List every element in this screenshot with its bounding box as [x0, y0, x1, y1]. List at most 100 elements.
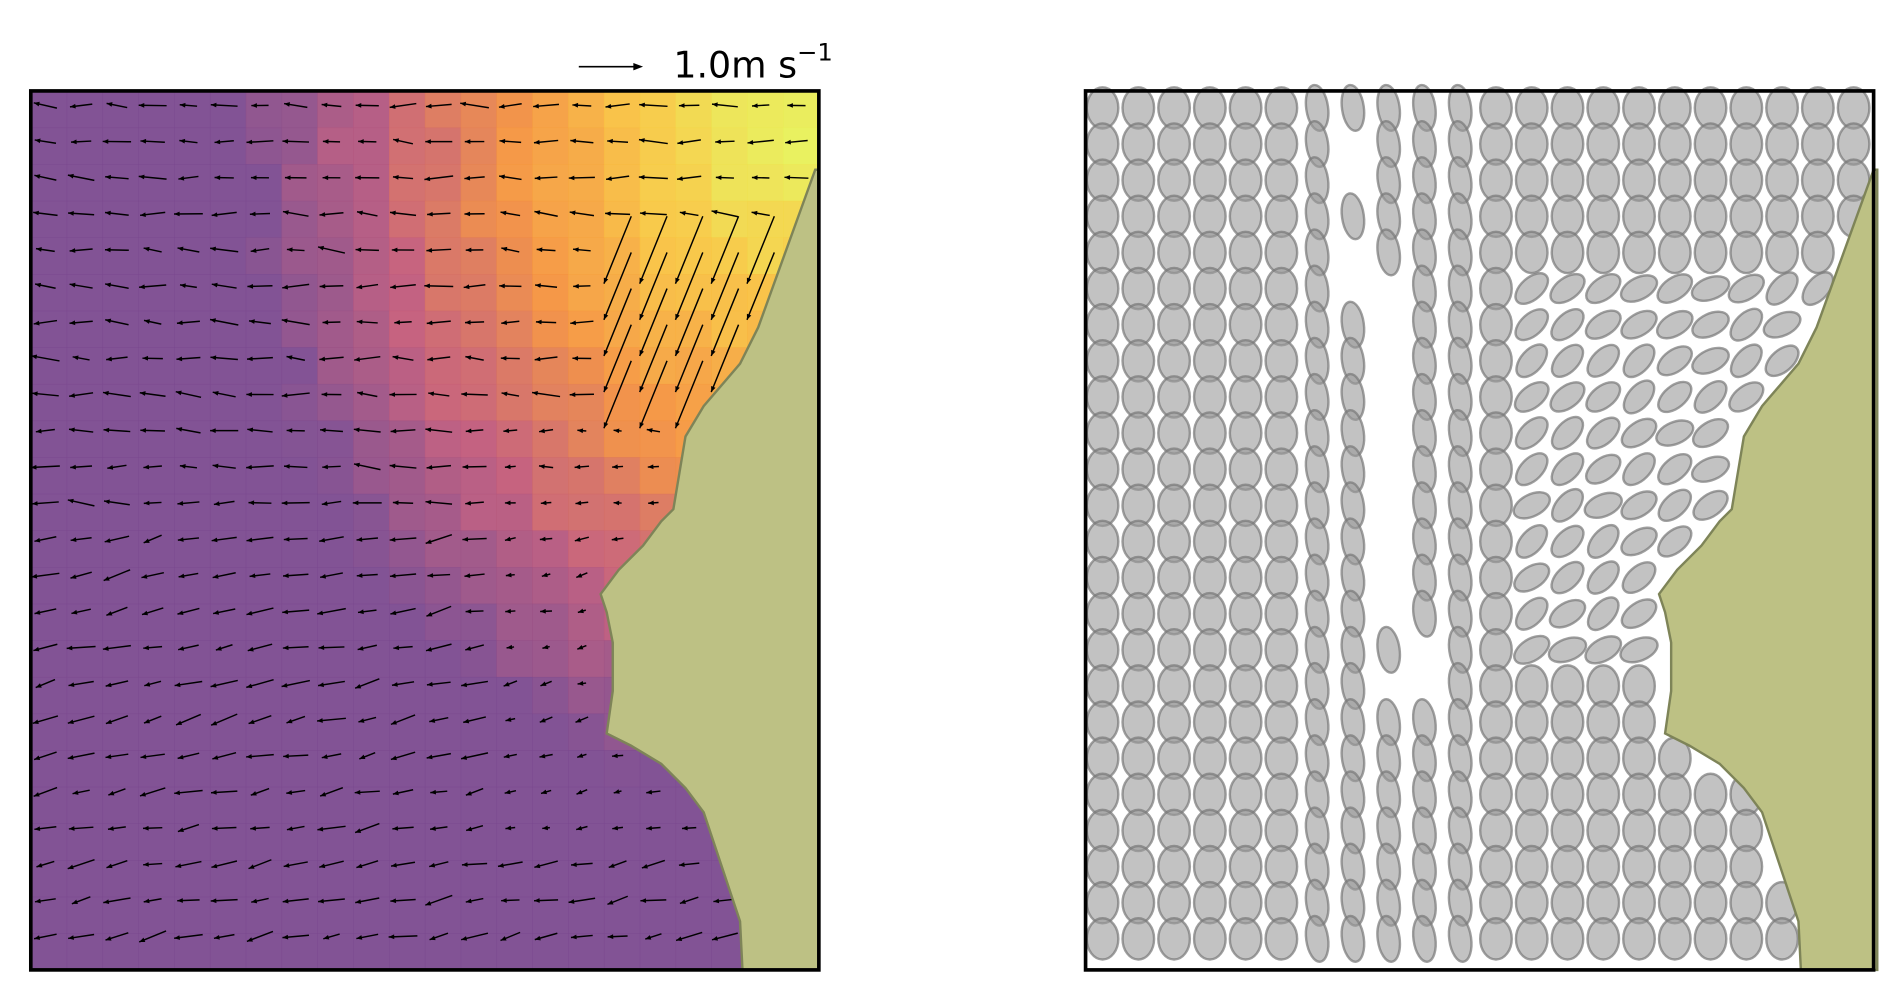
- vector-head: [31, 354, 38, 360]
- vector-head: [711, 386, 716, 393]
- vector-head: [536, 247, 543, 253]
- vector-head: [607, 138, 613, 144]
- vector-head: [505, 608, 511, 614]
- vector-head: [677, 176, 683, 181]
- strain-ellipse: [1762, 310, 1802, 339]
- strain-ellipse: [1549, 272, 1586, 305]
- heat-cell: [532, 750, 569, 788]
- vector-head: [174, 935, 180, 940]
- vector-head: [391, 682, 398, 687]
- heat-cell: [424, 237, 462, 275]
- vector-head: [35, 282, 42, 288]
- vector-head: [175, 390, 182, 396]
- heat-cell: [460, 237, 498, 275]
- strain-ellipse: [1264, 917, 1299, 961]
- heat-cell: [675, 90, 712, 129]
- heat-cell: [568, 237, 605, 275]
- heat-cell: [281, 603, 318, 641]
- vector-head: [283, 573, 289, 578]
- strain-ellipse: [1085, 917, 1120, 961]
- vector-head: [249, 211, 256, 217]
- heat-cell: [281, 493, 318, 532]
- vector-head: [613, 500, 620, 506]
- vector-head: [35, 247, 42, 252]
- vector-head: [246, 464, 252, 470]
- vector-head: [533, 103, 539, 109]
- strain-ellipse: [1514, 230, 1549, 275]
- heat-cell: [783, 90, 820, 129]
- vector-head: [320, 573, 327, 579]
- strain-ellipse: [1478, 917, 1513, 961]
- vector-head: [711, 349, 716, 356]
- heat-cell: [532, 896, 569, 934]
- vector-head: [613, 789, 620, 794]
- vector-head: [535, 283, 541, 288]
- vector-head: [752, 103, 758, 109]
- heat-cell: [30, 750, 68, 788]
- vector-head: [357, 646, 364, 651]
- vector-head: [577, 644, 584, 650]
- vector-head: [141, 574, 148, 579]
- vector-arrow: [603, 252, 632, 321]
- vector-head: [460, 101, 467, 107]
- vector-head: [500, 355, 507, 361]
- vector-head: [143, 538, 150, 543]
- vector-head: [715, 139, 721, 145]
- strain-ellipse: [1514, 416, 1549, 450]
- heat-cell: [568, 933, 605, 971]
- heat-cell: [138, 713, 175, 751]
- strain-ellipse: [1622, 379, 1656, 415]
- vector-head: [70, 139, 77, 145]
- heat-cell: [532, 383, 569, 422]
- heat-cell: [389, 530, 426, 568]
- vector-head: [462, 464, 469, 470]
- vector-head: [425, 427, 432, 433]
- heat-cell: [747, 90, 784, 129]
- vector-head: [639, 211, 646, 216]
- key-arrow-head: [633, 63, 644, 71]
- strain-ellipse: [1729, 343, 1763, 379]
- vector-head: [429, 935, 436, 941]
- vector-head: [67, 755, 74, 760]
- heat-cell: [30, 127, 68, 165]
- heat-cell: [245, 713, 283, 751]
- vector-head: [465, 898, 472, 904]
- strain-ellipse: [1692, 489, 1729, 521]
- vector-head: [212, 755, 219, 760]
- heat-cell: [102, 127, 139, 165]
- heat-cell: [532, 493, 569, 532]
- vector-head: [532, 390, 538, 396]
- vector-head: [572, 355, 579, 361]
- heat-cell: [66, 896, 104, 934]
- heat-cell: [138, 347, 175, 385]
- vector-head: [212, 390, 219, 396]
- vector-head: [284, 102, 290, 107]
- vector-head: [747, 140, 754, 145]
- heat-cell: [389, 786, 426, 825]
- vector-head: [281, 683, 288, 688]
- vector-head: [787, 103, 793, 108]
- strain-ellipse: [1657, 230, 1692, 275]
- vector-head: [678, 103, 685, 108]
- heat-cell: [30, 786, 68, 825]
- heat-cell: [102, 200, 139, 239]
- vector-head: [176, 356, 183, 362]
- vector-head: [70, 574, 77, 579]
- heat-cell: [532, 457, 569, 495]
- vector-head: [465, 247, 472, 253]
- vector-head: [646, 825, 652, 831]
- vector-arrow: [603, 360, 632, 429]
- vector-head: [106, 102, 113, 107]
- strain-ellipse: [1657, 453, 1693, 486]
- strain-ellipse: [1515, 524, 1549, 559]
- vector-head: [464, 320, 471, 325]
- heat-cell: [66, 310, 104, 348]
- heat-cell: [568, 713, 605, 751]
- vector-head: [286, 355, 293, 360]
- vector-head: [352, 500, 359, 506]
- vector-head: [501, 391, 508, 397]
- heat-cell: [460, 713, 498, 751]
- strain-ellipse: [1550, 452, 1585, 487]
- vector-head: [427, 573, 434, 578]
- heat-cell: [209, 383, 247, 422]
